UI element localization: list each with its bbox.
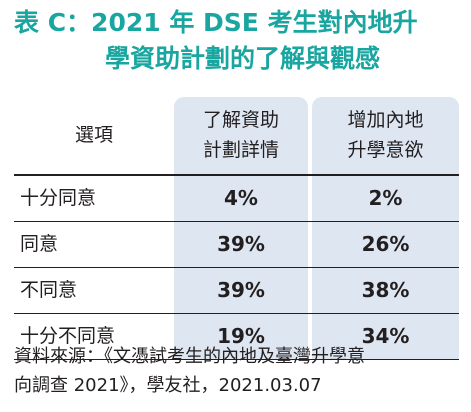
table-row: 十分不同意 19% 34% — [14, 314, 459, 360]
title-line-2: 學資助計劃的了解與觀感 — [105, 44, 381, 73]
table-row: 同意 39% 26% — [14, 222, 459, 268]
row-label: 不同意 — [20, 279, 78, 301]
row-label: 同意 — [20, 233, 59, 255]
table-header: 選項 了解資助 計劃詳情 增加內地 升學意欲 — [14, 97, 459, 176]
row-value-column-2: 34% — [361, 324, 410, 348]
options-header: 選項 — [74, 124, 113, 146]
column-1-header: 了解資助 計劃詳情 — [174, 105, 308, 165]
column-1-cell-shade — [174, 222, 308, 267]
column-2-cell-shade — [312, 314, 459, 359]
row-value-column-1: 39% — [217, 278, 265, 302]
title-line-1: 表 C：2021 年 DSE 考生對內地升 — [14, 8, 418, 37]
row-value-column-1: 4% — [224, 186, 258, 210]
column-1-header-shade — [174, 97, 308, 174]
survey-table: 選項 了解資助 計劃詳情 增加內地 升學意欲 十分同意 4% 2% 同意 39%… — [14, 97, 459, 360]
column-1-cell-shade — [174, 314, 308, 359]
row-value-column-1: 19% — [217, 324, 265, 348]
row-value-column-2: 2% — [368, 186, 403, 210]
column-2-header: 增加內地 升學意欲 — [312, 105, 459, 165]
source-line-1: 資料來源：《文憑試考生的內地及臺灣升學意 — [14, 346, 365, 367]
column-2-cell-shade — [312, 268, 459, 313]
row-value-column-2: 26% — [361, 232, 410, 256]
column-1-cell-shade — [174, 176, 308, 221]
table-row: 不同意 39% 38% — [14, 268, 459, 314]
column-2-header-line-1: 增加內地 — [347, 109, 424, 131]
row-value-column-1: 39% — [217, 232, 265, 256]
column-2-cell-shade — [312, 176, 459, 221]
column-2-header-shade — [312, 97, 459, 174]
row-label: 十分不同意 — [20, 325, 116, 347]
source-line-2: 向調查 2021》，學友社，2021.03.07 — [14, 375, 322, 396]
source-note: 資料來源：《文憑試考生的內地及臺灣升學意 向調查 2021》，學友社，2021.… — [14, 342, 464, 400]
row-value-column-2: 38% — [361, 278, 410, 302]
table-row: 十分同意 4% 2% — [14, 176, 459, 222]
column-1-cell-shade — [174, 268, 308, 313]
column-2-header-line-2: 升學意欲 — [347, 139, 424, 161]
row-label: 十分同意 — [20, 187, 97, 209]
column-1-header-line-1: 了解資助 — [202, 109, 279, 131]
header-divider — [14, 174, 459, 176]
column-2-cell-shade — [312, 222, 459, 267]
column-1-header-line-2: 計劃詳情 — [202, 139, 279, 161]
